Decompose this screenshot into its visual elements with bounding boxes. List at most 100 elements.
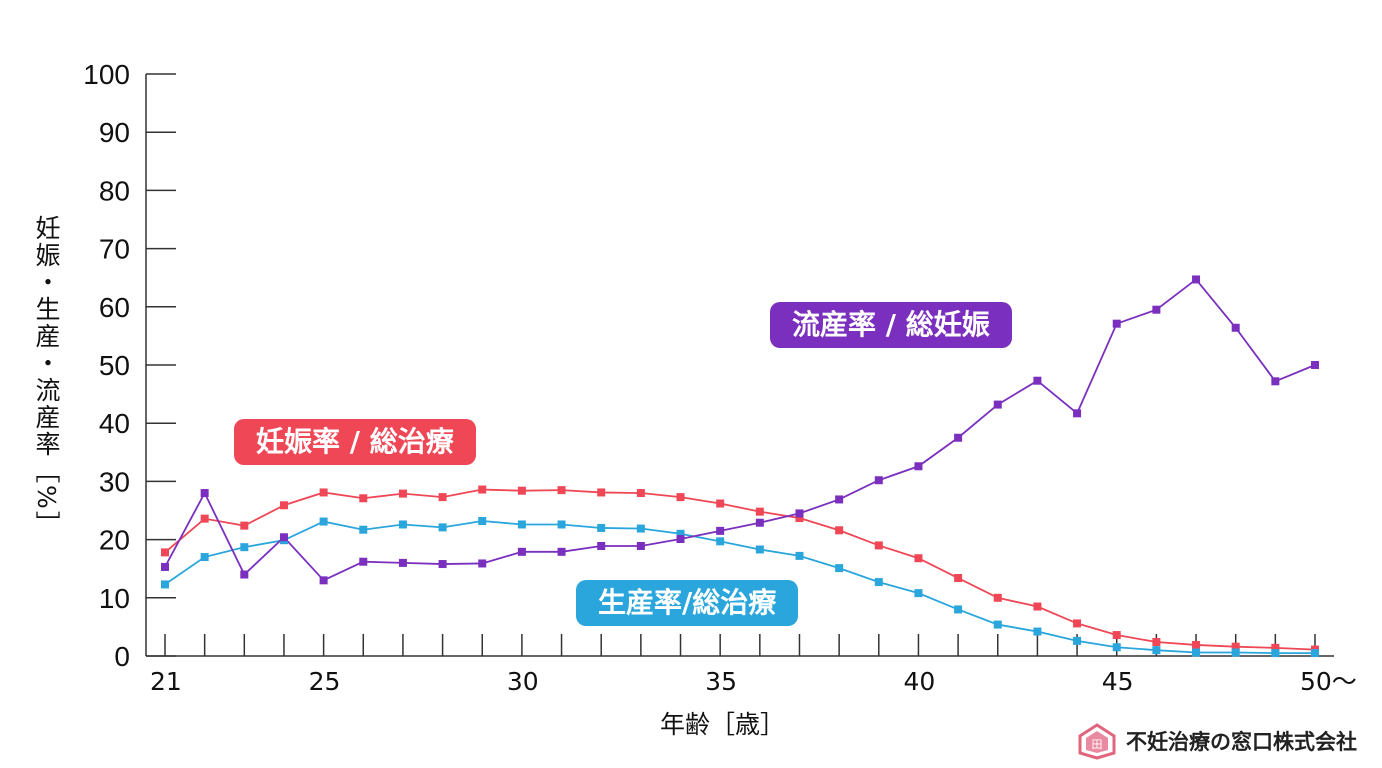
series-2-point <box>716 526 725 535</box>
series-1-point <box>755 545 764 554</box>
series-2-point <box>676 535 685 544</box>
series-0-point <box>517 486 526 495</box>
series-2-point <box>557 547 566 556</box>
x-tick-label: 40 <box>903 667 935 696</box>
series-2-point <box>359 557 368 566</box>
x-tick-label: 30 <box>507 667 539 696</box>
series-0-point <box>319 488 328 497</box>
y-tick-label: 100 <box>83 59 130 90</box>
series-0-point <box>478 485 487 494</box>
x-tick-label: 35 <box>705 667 737 696</box>
brand-name: 不妊治療の窓口株式会社 <box>1126 730 1357 754</box>
y-tick-label: 90 <box>99 117 130 148</box>
series-1-point <box>1311 649 1319 658</box>
series-2-point <box>954 433 963 442</box>
series-1-point <box>954 605 963 614</box>
series-line-0 <box>164 488 1316 651</box>
y-tick-label: 0 <box>114 641 130 672</box>
series-2-point <box>319 576 328 585</box>
series-1-point <box>438 523 447 532</box>
series-2-point <box>1271 377 1280 386</box>
series-1-point <box>676 529 685 538</box>
series-line-1 <box>164 520 1315 654</box>
series-1-point <box>240 543 249 552</box>
chart-axes <box>145 74 1334 657</box>
series-1-point <box>1033 627 1042 636</box>
series-1-point <box>478 516 487 525</box>
series-0-point <box>359 494 368 503</box>
series-2-point <box>795 509 804 518</box>
series-label-miscarriage-rate: 流産率 / 総妊娠 <box>770 302 1012 348</box>
series-0-point <box>597 488 606 497</box>
series-0-point <box>755 507 764 516</box>
series-2-point <box>835 495 844 504</box>
series-1-point <box>1112 643 1121 652</box>
series-0-point <box>1152 638 1161 647</box>
series-2-point <box>200 489 209 498</box>
series-0-point <box>398 489 407 498</box>
series-0-point <box>795 514 804 523</box>
series-1-point <box>1271 649 1280 658</box>
series-1-point <box>716 537 725 546</box>
y-tick-label: 40 <box>99 408 130 439</box>
series-1-point <box>1231 648 1240 657</box>
series-0-point <box>1192 640 1201 649</box>
series-1-point <box>557 520 566 529</box>
x-tick-label: 25 <box>309 667 341 696</box>
series-1-point <box>914 589 923 598</box>
series-1-point <box>200 553 209 562</box>
series-0-point <box>676 493 685 502</box>
x-tick-label: 21 <box>150 667 182 696</box>
series-2-point <box>1112 319 1121 328</box>
series-1-point <box>1073 636 1082 645</box>
x-tick-label: 45 <box>1102 667 1134 696</box>
y-tick-label: 60 <box>99 292 130 323</box>
series-0-point <box>1112 631 1121 640</box>
series-1-point <box>359 525 368 534</box>
series-0-point <box>240 521 249 530</box>
x-axis-label: 年齢［歳］ <box>660 710 786 739</box>
series-2-point <box>279 533 288 542</box>
series-2-point <box>874 476 883 485</box>
y-tick-label: 80 <box>99 175 130 206</box>
series-2-point <box>993 400 1002 409</box>
series-0-point <box>279 501 288 510</box>
brand-footer: 田 不妊治療の窓口株式会社 <box>1076 722 1357 760</box>
series-line-2 <box>164 278 1316 582</box>
series-2-point <box>636 542 645 551</box>
series-1-point <box>874 578 883 587</box>
series-1-point <box>398 520 407 529</box>
series-2-point <box>1073 409 1082 418</box>
series-2-point <box>1192 275 1201 284</box>
series-1-point <box>517 520 526 529</box>
series-0-point <box>914 554 923 563</box>
series-2-point <box>1033 376 1042 385</box>
series-0-point <box>1231 642 1240 651</box>
series-1-point <box>835 564 844 573</box>
series-2-point <box>755 518 764 527</box>
series-1-point <box>636 524 645 533</box>
series-1-point <box>597 523 606 532</box>
series-0-point <box>161 548 169 557</box>
series-1-point <box>993 620 1002 629</box>
series-2-point <box>161 562 169 571</box>
series-2-point <box>1311 361 1319 369</box>
series-0-point <box>835 526 844 535</box>
y-tick-label: 10 <box>99 583 130 614</box>
y-tick-label: 50 <box>99 350 130 381</box>
series-0-point <box>716 499 725 508</box>
y-tick-label: 70 <box>99 234 130 265</box>
series-1-point <box>161 580 169 589</box>
series-0-point <box>954 574 963 583</box>
series-0-point <box>636 489 645 498</box>
series-1-point <box>1152 646 1161 655</box>
chart-series-points <box>161 275 1319 658</box>
series-0-point <box>438 493 447 502</box>
series-2-point <box>478 559 487 568</box>
x-tick-label: 50～ <box>1300 667 1357 696</box>
series-2-point <box>517 547 526 556</box>
series-0-point <box>1073 619 1082 628</box>
series-0-point <box>1271 643 1280 652</box>
series-0-point <box>874 541 883 550</box>
